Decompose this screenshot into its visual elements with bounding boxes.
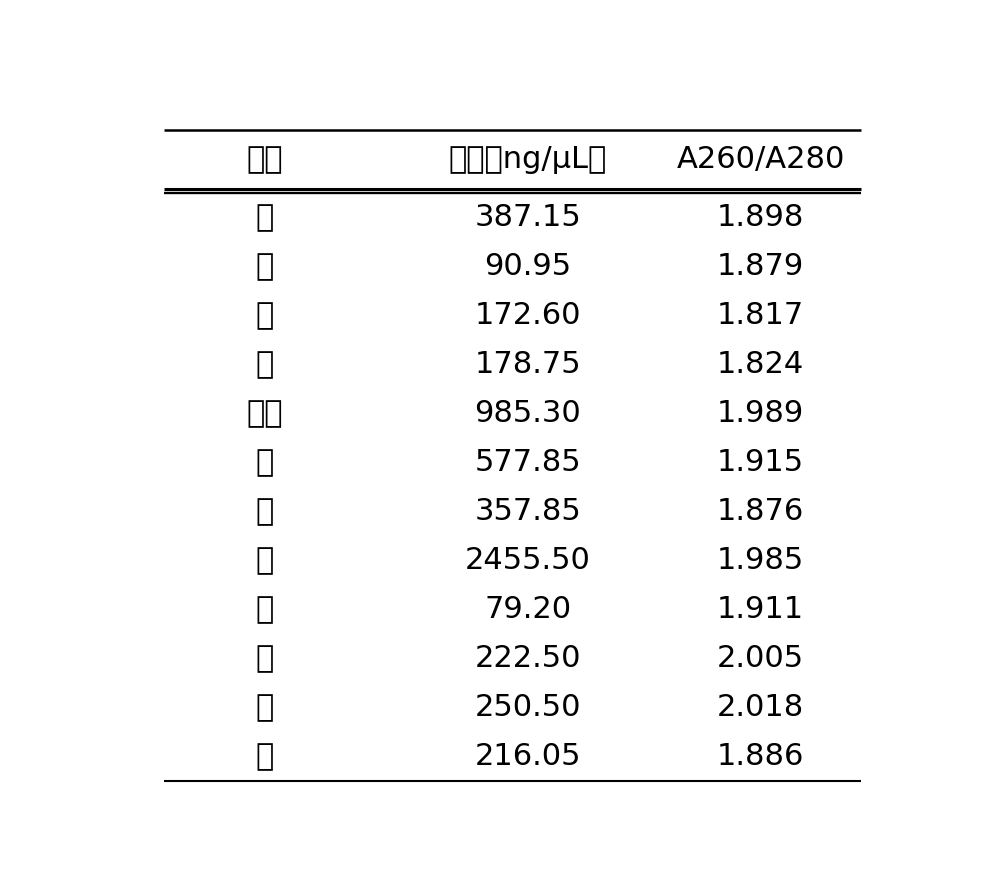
Text: 1.886: 1.886 [717,741,804,771]
Text: 222.50: 222.50 [475,644,581,673]
Text: 羊: 羊 [255,448,274,477]
Text: 357.85: 357.85 [475,496,581,526]
Text: 172.60: 172.60 [475,301,581,329]
Text: A260/A280: A260/A280 [676,145,845,174]
Text: 250.50: 250.50 [475,693,581,722]
Text: 1.898: 1.898 [717,202,804,232]
Text: 1.817: 1.817 [717,301,804,329]
Text: 577.85: 577.85 [475,448,581,477]
Text: 鸭: 鸭 [255,644,274,673]
Text: 鱼: 鱼 [255,496,274,526]
Text: 鸡: 鸡 [255,693,274,722]
Text: 1.879: 1.879 [717,251,804,281]
Text: 178.75: 178.75 [475,350,581,378]
Text: 1.989: 1.989 [717,399,804,428]
Text: 2455.50: 2455.50 [465,546,591,575]
Text: 驴: 驴 [255,251,274,281]
Text: 浓度（ng/μL）: 浓度（ng/μL） [449,145,607,174]
Text: 1.876: 1.876 [717,496,804,526]
Text: 1.915: 1.915 [717,448,804,477]
Text: 2.018: 2.018 [717,693,804,722]
Text: 鹅: 鹅 [255,546,274,575]
Text: 猪: 猪 [255,350,274,378]
Text: 387.15: 387.15 [475,202,581,232]
Text: 1.824: 1.824 [717,350,804,378]
Text: 虾: 虾 [255,595,274,623]
Text: 扇贝: 扇贝 [246,399,283,428]
Text: 90.95: 90.95 [484,251,572,281]
Text: 216.05: 216.05 [475,741,581,771]
Text: 2.005: 2.005 [717,644,804,673]
Text: 样品: 样品 [246,145,283,174]
Text: 牛: 牛 [255,301,274,329]
Text: 1.985: 1.985 [717,546,804,575]
Text: 985.30: 985.30 [475,399,581,428]
Text: 79.20: 79.20 [484,595,572,623]
Text: 1.911: 1.911 [717,595,804,623]
Text: 狗: 狗 [255,202,274,232]
Text: 鼠: 鼠 [255,741,274,771]
